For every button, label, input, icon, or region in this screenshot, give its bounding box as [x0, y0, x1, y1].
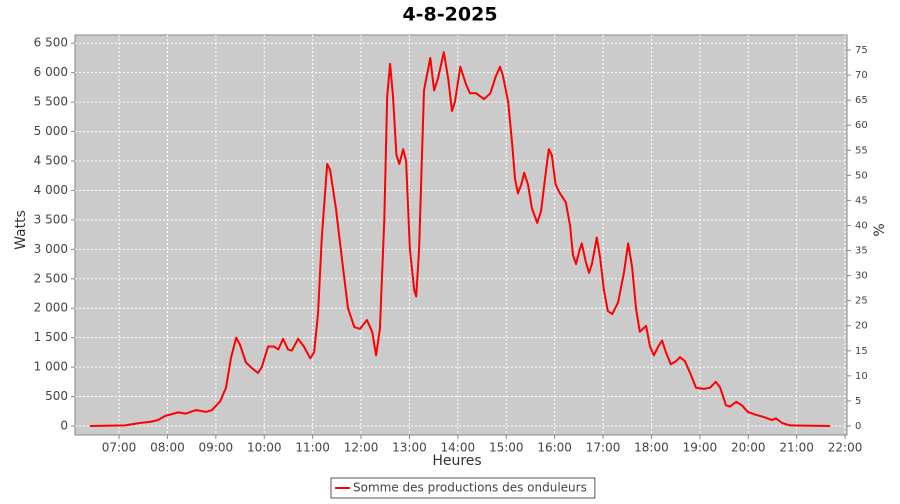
y2-tick-label: 75: [855, 45, 868, 56]
y-tick-label: 2 500: [34, 271, 68, 285]
x-tick-label: 13:00: [392, 441, 427, 455]
y2-tick-label: 60: [855, 120, 868, 131]
y2-tick-label: 0: [855, 421, 861, 432]
y-tick-label: 4 000: [34, 183, 68, 197]
x-tick-label: 08:00: [150, 441, 185, 455]
x-tick-label: 18:00: [634, 441, 669, 455]
y-tick-label: 2 000: [34, 301, 68, 315]
y2-tick-label: 65: [855, 95, 868, 106]
y-tick-label: 3 500: [34, 212, 68, 226]
y-tick-label: 1 000: [34, 360, 68, 374]
x-tick-label: 20:00: [731, 441, 766, 455]
x-tick-label: 22:00: [828, 441, 863, 455]
x-tick-label: 11:00: [295, 441, 330, 455]
y2-tick-label: 35: [855, 246, 868, 257]
x-tick-label: 21:00: [779, 441, 814, 455]
x-tick-label: 09:00: [199, 441, 234, 455]
y2-tick-label: 40: [855, 220, 868, 231]
y-tick-label: 6 000: [34, 65, 68, 79]
y2-tick-label: 25: [855, 296, 868, 307]
chart-title: 4-8-2025: [402, 4, 497, 26]
y2-tick-label: 5: [855, 396, 861, 407]
x-tick-label: 16:00: [537, 441, 572, 455]
y2-tick-label: 45: [855, 195, 868, 206]
y2-tick-label: 30: [855, 271, 868, 282]
y-tick-label: 6 500: [34, 36, 68, 50]
x-tick-label: 17:00: [586, 441, 621, 455]
y-tick-label: 5 000: [34, 124, 68, 138]
x-tick-label: 10:00: [247, 441, 282, 455]
plot-area: [74, 34, 848, 436]
y-tick-label: 5 500: [34, 95, 68, 109]
x-tick-label: 19:00: [683, 441, 718, 455]
series-line: [89, 51, 831, 427]
x-tick-label: 15:00: [489, 441, 524, 455]
y2-tick-label: 10: [855, 371, 868, 382]
y2-tick-label: 15: [855, 346, 868, 357]
y-tick-label: 3 000: [34, 242, 68, 256]
y-tick-label: 500: [45, 389, 68, 403]
y-axis-title: Watts: [13, 210, 29, 250]
legend-label: Somme des productions des onduleurs: [353, 481, 587, 495]
y2-axis-title: %: [872, 223, 888, 236]
legend: Somme des productions des onduleurs: [330, 477, 596, 499]
y2-tick-label: 55: [855, 145, 868, 156]
x-tick-label: 12:00: [344, 441, 379, 455]
y-tick-label: 1 500: [34, 330, 68, 344]
y2-tick-label: 20: [855, 321, 868, 332]
legend-box: [330, 477, 596, 499]
y-tick-label: 4 500: [34, 154, 68, 168]
x-tick-label: 07:00: [102, 441, 137, 455]
y2-tick-label: 50: [855, 170, 868, 181]
y2-tick-label: 70: [855, 70, 868, 81]
x-axis-title: Heures: [432, 453, 481, 469]
y-tick-label: 0: [60, 418, 68, 432]
x-tick-label: 14:00: [441, 441, 476, 455]
